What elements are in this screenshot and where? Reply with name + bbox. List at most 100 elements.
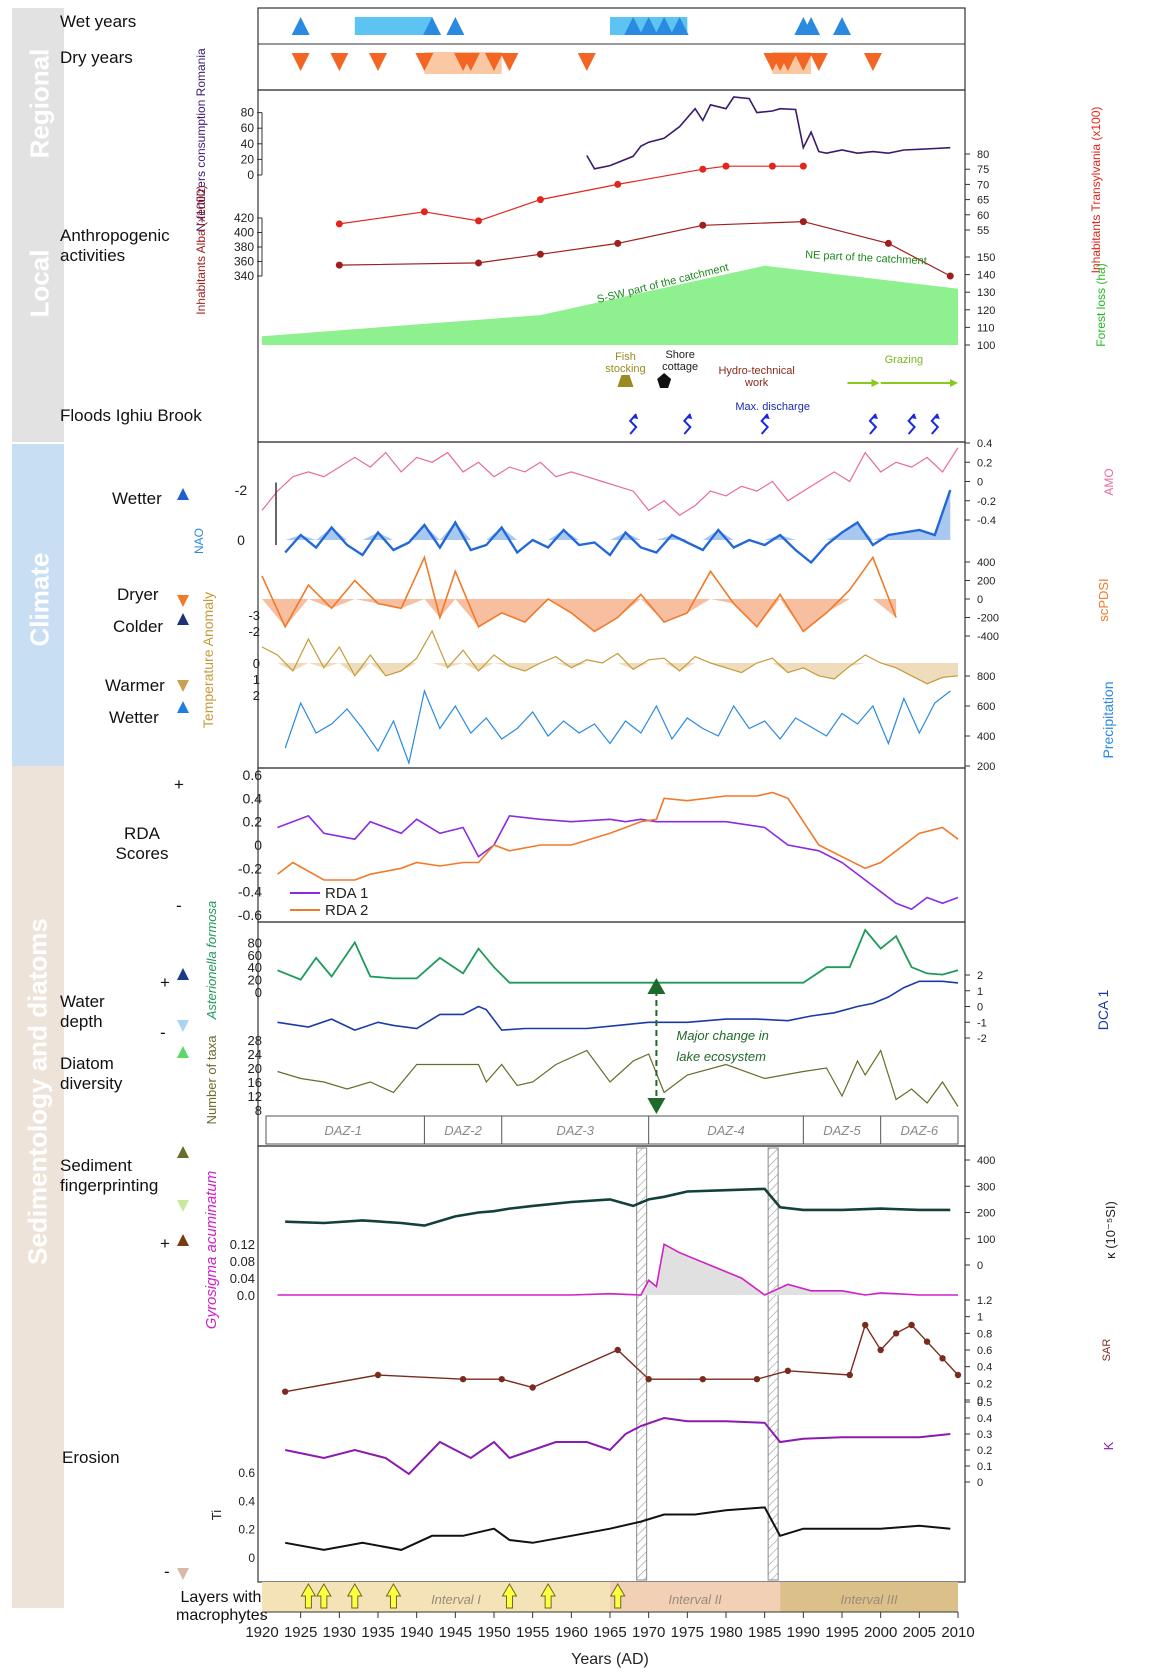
transylvania-line-point [769,163,776,170]
rda-tick-label: 0.4 [243,790,263,806]
sar-tick-label: 0.8 [977,1328,992,1340]
nao-tick-label: 0 [237,532,245,548]
x-tick-label: 1930 [323,1624,356,1641]
n-fertilizers-tick-label: 20 [241,152,255,166]
daz-label: DAZ-1 [324,1123,362,1138]
amo-tick-label: 0.4 [977,438,992,450]
alba-tick-label: 380 [234,240,254,254]
change-arrowhead-down [647,1098,665,1114]
ti-line [285,1507,950,1550]
temperature-tick-label: -3 [248,608,260,623]
sar-line-point [955,1372,961,1378]
sar-line-point [939,1355,945,1361]
shore-cottage-marker [657,373,671,388]
hydro-label: Hydro-technical [718,365,794,377]
n-fertilizers-tick-label: 80 [241,106,255,120]
sar-line-point [893,1330,899,1336]
transylvania-line [339,166,803,224]
sar-line-point [645,1376,651,1382]
forest-loss-tick-label: 110 [977,322,995,334]
sar-tick-label: 0.6 [977,1345,992,1357]
x-tick-label: 1975 [671,1624,704,1641]
daz-label: DAZ-5 [823,1123,861,1138]
sar-line-point [460,1376,466,1382]
sar-tick-label: 0.2 [977,1378,992,1390]
sar-tick-label: 0.4 [977,1362,992,1374]
transylvania-tick-label: 70 [977,179,989,191]
kappa-line [285,1189,950,1226]
transylvania-tick-label: 75 [977,164,989,176]
rda-tick-label: 0.6 [243,767,263,783]
dca-tick-label: 1 [977,986,983,998]
dca-axis-label: DCA 1 [1095,990,1111,1031]
hydro-label-2: work [744,377,769,389]
panel-diatom-frame [258,922,965,1146]
rda-tick-label: -0.4 [238,884,262,900]
k-element-tick-label: 0.5 [977,1397,992,1409]
transylvania-tick-label: 80 [977,149,989,161]
arrow-erosion-top [177,1234,189,1246]
alba-axis-label: Inhabitants Alba (x1000) [194,185,208,314]
scpdsi-tick-label: -400 [977,631,999,643]
sar-line-point [908,1322,914,1328]
rda-tick-label: -0.6 [238,907,262,923]
change-annotation-2: lake ecosystem [676,1049,766,1064]
interval-label: Interval I [431,1592,481,1607]
precipitation-tick-label: 400 [977,731,995,743]
kappa-tick-label: 400 [977,1155,995,1167]
forest-loss-area [262,266,958,345]
shore-cottage-label-2: cottage [662,361,698,373]
forest-loss-tick-label: 120 [977,305,995,317]
temperature-tick-label: 2 [253,688,260,703]
alba-tick-label: 400 [234,226,254,240]
transylvania-line-point [537,196,544,203]
x-tick-label: 1985 [748,1624,781,1641]
sar-line-point [529,1384,535,1390]
scpdsi-tick-label: 200 [977,576,995,588]
x-tick-label: 1945 [439,1624,472,1641]
asterionella-axis-label: Asterionella formosa [204,901,219,1021]
alba-line-point [614,240,621,247]
rda-tick-label: -0.2 [238,860,262,876]
forest-loss-axis-label: Forest loss (ha) [1094,263,1108,346]
ti-axis-label: Ti [209,1510,224,1520]
sar-line [285,1325,958,1392]
taxa-axis-label: Number of taxa [204,1035,219,1125]
precipitation-tick-label: 200 [977,761,995,773]
x-tick-label: 1955 [516,1624,549,1641]
alba-line [339,222,950,276]
sar-line-point [924,1338,930,1344]
rda-tick-label: 0 [254,837,262,853]
gyrosigma-tick-label: 0.04 [230,1271,255,1286]
wet-year-marker [833,17,851,35]
dca-line [278,981,959,1030]
sar-line-point [754,1376,760,1382]
temperature-line [262,631,958,684]
forest-loss-tick-label: 130 [977,287,995,299]
x-tick-label: 1995 [825,1624,858,1641]
scpdsi-tick-label: -200 [977,613,999,625]
x-tick-label: 1980 [709,1624,742,1641]
nao-area [285,490,950,540]
n-fertilizers-tick-label: 60 [241,121,255,135]
k-element-tick-label: 0.4 [977,1413,992,1425]
wet-years-band [355,17,432,35]
change-annotation: Major change in [676,1028,769,1043]
dry-year-marker [578,53,596,71]
arrow-colder-head [177,613,189,625]
nao-line [285,490,950,563]
fish-stocking-label: Fish [615,351,636,363]
dry-year-marker [292,53,310,71]
taxa-tick-label: 8 [255,1103,262,1118]
sar-line-point [375,1372,381,1378]
transylvania-tick-label: 65 [977,195,989,207]
dca-tick-label: -1 [977,1017,987,1029]
arrow-wetter-nao-head [177,488,189,500]
gyrosigma-axis-label: Gyrosigma acuminatum [203,1171,220,1329]
amo-tick-label: -0.4 [977,515,996,527]
amo-tick-label: 0 [977,477,983,489]
sar-line-point [847,1372,853,1378]
alba-tick-label: 340 [234,269,254,283]
transylvania-line-point [475,217,482,224]
